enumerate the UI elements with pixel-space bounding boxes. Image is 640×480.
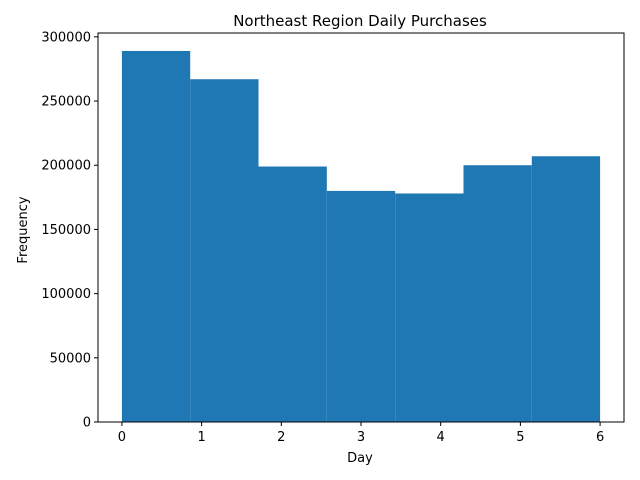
- chart-title: Northeast Region Daily Purchases: [233, 12, 487, 30]
- y-tick-label: 250000: [41, 95, 91, 110]
- histogram-bar: [531, 156, 601, 422]
- axes-group: 0 1 2 3 4 5 6 0 50000 100000 150000 200000 250000 300…: [41, 30, 625, 445]
- y-axis-label: Frequency: [16, 196, 31, 263]
- histogram-bar: [258, 166, 327, 422]
- histogram-bar: [190, 79, 259, 422]
- histogram-bar: [121, 50, 191, 422]
- y-tick-label: 100000: [41, 287, 91, 302]
- x-tick-label: 2: [277, 430, 285, 445]
- y-tick-label: 50000: [50, 351, 91, 366]
- histogram-bar: [463, 165, 532, 423]
- y-tick-label: 150000: [41, 223, 91, 238]
- histogram-bar: [326, 190, 396, 422]
- x-tick-label: 1: [197, 430, 205, 445]
- y-tick-label: 300000: [41, 30, 91, 45]
- y-tick-label: 200000: [41, 159, 91, 174]
- bars-group: [121, 50, 601, 423]
- x-tick-label: 0: [118, 430, 126, 445]
- x-tick-label: 5: [516, 430, 524, 445]
- histogram-bar: [395, 193, 464, 422]
- y-tick-label: 0: [83, 416, 91, 431]
- x-tick-label: 3: [357, 430, 365, 445]
- x-axis-label: Day: [347, 451, 373, 466]
- x-tick-label: 6: [596, 430, 604, 445]
- x-tick-label: 4: [437, 430, 445, 445]
